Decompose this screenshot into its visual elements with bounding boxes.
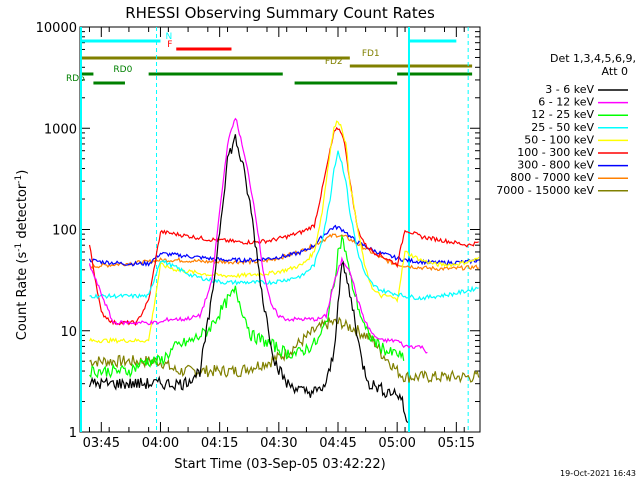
y-axis-label: Count Rate (s-1 detector-1)	[14, 170, 30, 341]
legend-entry: 6 - 12 keV	[538, 96, 594, 109]
series-line-6	[88, 126, 479, 326]
y-axis-label-sup2: -1	[14, 175, 24, 184]
y-axis-label-mid: detector	[15, 183, 30, 243]
state-label-f: F	[167, 40, 172, 50]
axes: 1 10 100 1000 10000 03:45 04:00 04:15 04:30 04:45…	[36, 21, 481, 451]
y-tick-label: 10000	[36, 21, 77, 36]
legend-entry: 7000 - 15000 keV	[496, 184, 594, 197]
y-tick-label: 10	[60, 325, 77, 340]
y-tick-label: 1	[69, 426, 77, 441]
legend-header-line1: Det 1,3,4,5,6,9,	[550, 52, 636, 65]
series-line-2	[88, 117, 428, 354]
x-tick-label: 05:00	[378, 436, 415, 451]
y-tick-label: 1000	[44, 122, 77, 137]
series-line-8	[89, 233, 479, 272]
state-label-rd0: RD0	[113, 65, 132, 75]
y-axis-label-sup1: -1	[14, 243, 24, 252]
y-tick-label: 100	[52, 224, 77, 239]
vertical-markers	[80, 27, 469, 432]
legend-entry: 25 - 50 keV	[531, 121, 594, 134]
legend-entry: 50 - 100 keV	[524, 133, 594, 146]
state-label-rd6: RD6	[66, 74, 85, 84]
x-axis-label: Start Time (03-Sep-05 03:42:22)	[174, 457, 385, 472]
x-tick-label: 03:45	[83, 436, 120, 451]
state-label-n: N	[165, 32, 172, 42]
state-label-fd1: FD1	[362, 49, 380, 59]
plot-frame	[79, 26, 481, 433]
y-axis-label-end: )	[15, 170, 30, 175]
x-tick-label: 04:30	[260, 436, 297, 451]
x-tick-label: 04:15	[201, 436, 238, 451]
series-line-4	[89, 150, 479, 301]
legend-header-line2: Att 0	[602, 65, 628, 78]
series-line-7	[88, 224, 479, 267]
x-tick-label: 05:15	[438, 436, 475, 451]
series-lines	[88, 117, 480, 423]
series-line-1	[88, 134, 409, 423]
state-bars: NF FD1 FD2 RD0 RD6	[66, 32, 473, 85]
chart-title: RHESSI Observing Summary Count Rates	[125, 4, 435, 22]
legend-entry: 300 - 800 keV	[517, 159, 594, 172]
state-label-fd2: FD2	[325, 57, 343, 67]
legend-entry: 100 - 300 keV	[517, 146, 594, 159]
legend-entry: 800 - 7000 keV	[510, 171, 594, 184]
series-line-5	[88, 120, 480, 344]
x-tick-label: 04:45	[319, 436, 356, 451]
footer-date: 19-Oct-2021 16:43	[560, 469, 636, 478]
legend-entry: 12 - 25 keV	[531, 108, 594, 121]
series-line-9	[89, 316, 480, 384]
y-axis-label-main: Count Rate (s	[15, 252, 30, 341]
x-tick-label: 04:00	[142, 436, 179, 451]
legend-entry: 3 - 6 keV	[545, 83, 594, 96]
series-line-3	[89, 234, 405, 379]
